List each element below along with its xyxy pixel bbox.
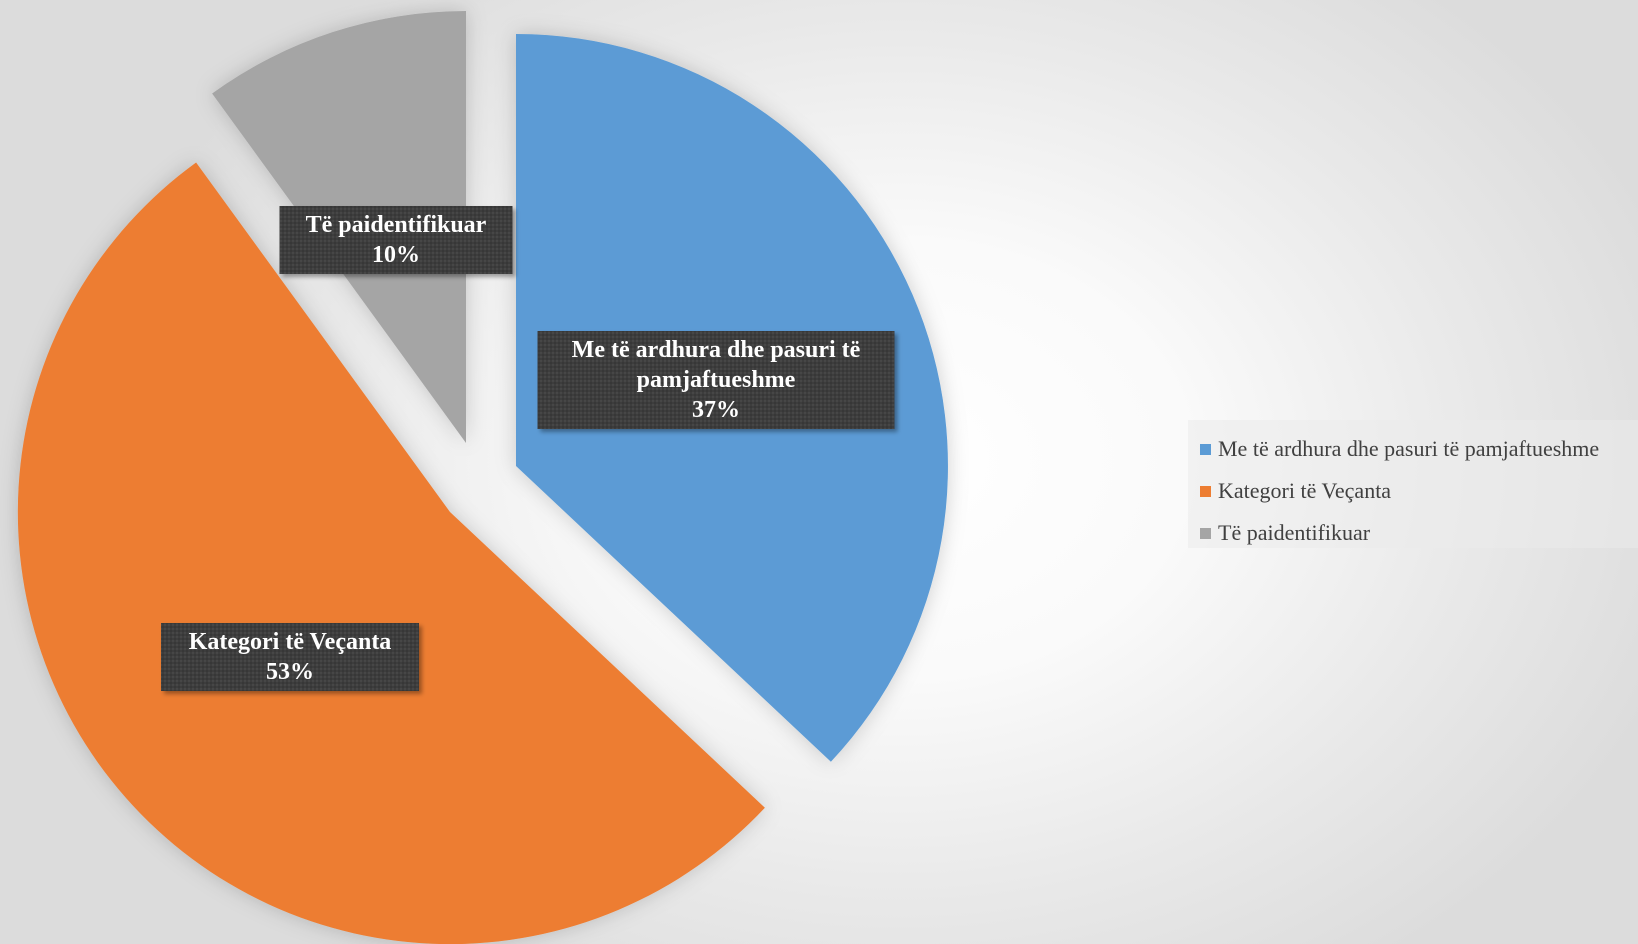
legend-label: Me të ardhura dhe pasuri të pamjaftueshm… — [1218, 436, 1600, 461]
legend-item: Të paidentifikuar — [1200, 512, 1638, 554]
legend-label: Kategori të Veçanta — [1218, 478, 1392, 503]
data-label-box — [537, 331, 895, 429]
data-label-box — [279, 206, 513, 274]
data-label-category: Të paidentifikuar — [306, 212, 487, 238]
data-label: Me të ardhura dhe pasuri të pamjaftueshme… — [537, 331, 895, 429]
pie-slices — [17, 11, 948, 944]
data-label-category: Kategori të Veçanta — [189, 629, 392, 655]
data-label: Të paidentifikuar 10% — [279, 206, 513, 274]
data-label-box — [161, 623, 419, 691]
legend-swatch — [1200, 443, 1211, 455]
data-label-value: 10% — [372, 242, 420, 268]
data-label: Kategori të Veçanta 53% — [161, 623, 419, 691]
pie-slice — [17, 162, 765, 944]
data-label-category: Me të ardhura dhe pasuri të — [572, 337, 861, 363]
legend-swatch — [1200, 527, 1211, 539]
legend-item: Kategori të Veçanta — [1200, 470, 1638, 512]
data-labels: Me të ardhura dhe pasuri të pamjaftueshme… — [161, 206, 895, 691]
chart-legend: Me të ardhura dhe pasuri të pamjaftueshm… — [1188, 420, 1638, 548]
legend-label: Të paidentifikuar — [1218, 520, 1371, 545]
data-label-value: 53% — [266, 659, 314, 685]
data-label-category: pamjaftueshme — [637, 367, 796, 393]
legend-item: Me të ardhura dhe pasuri të pamjaftueshm… — [1200, 428, 1638, 470]
data-label-value: 37% — [692, 397, 740, 423]
legend-swatch — [1200, 485, 1211, 497]
